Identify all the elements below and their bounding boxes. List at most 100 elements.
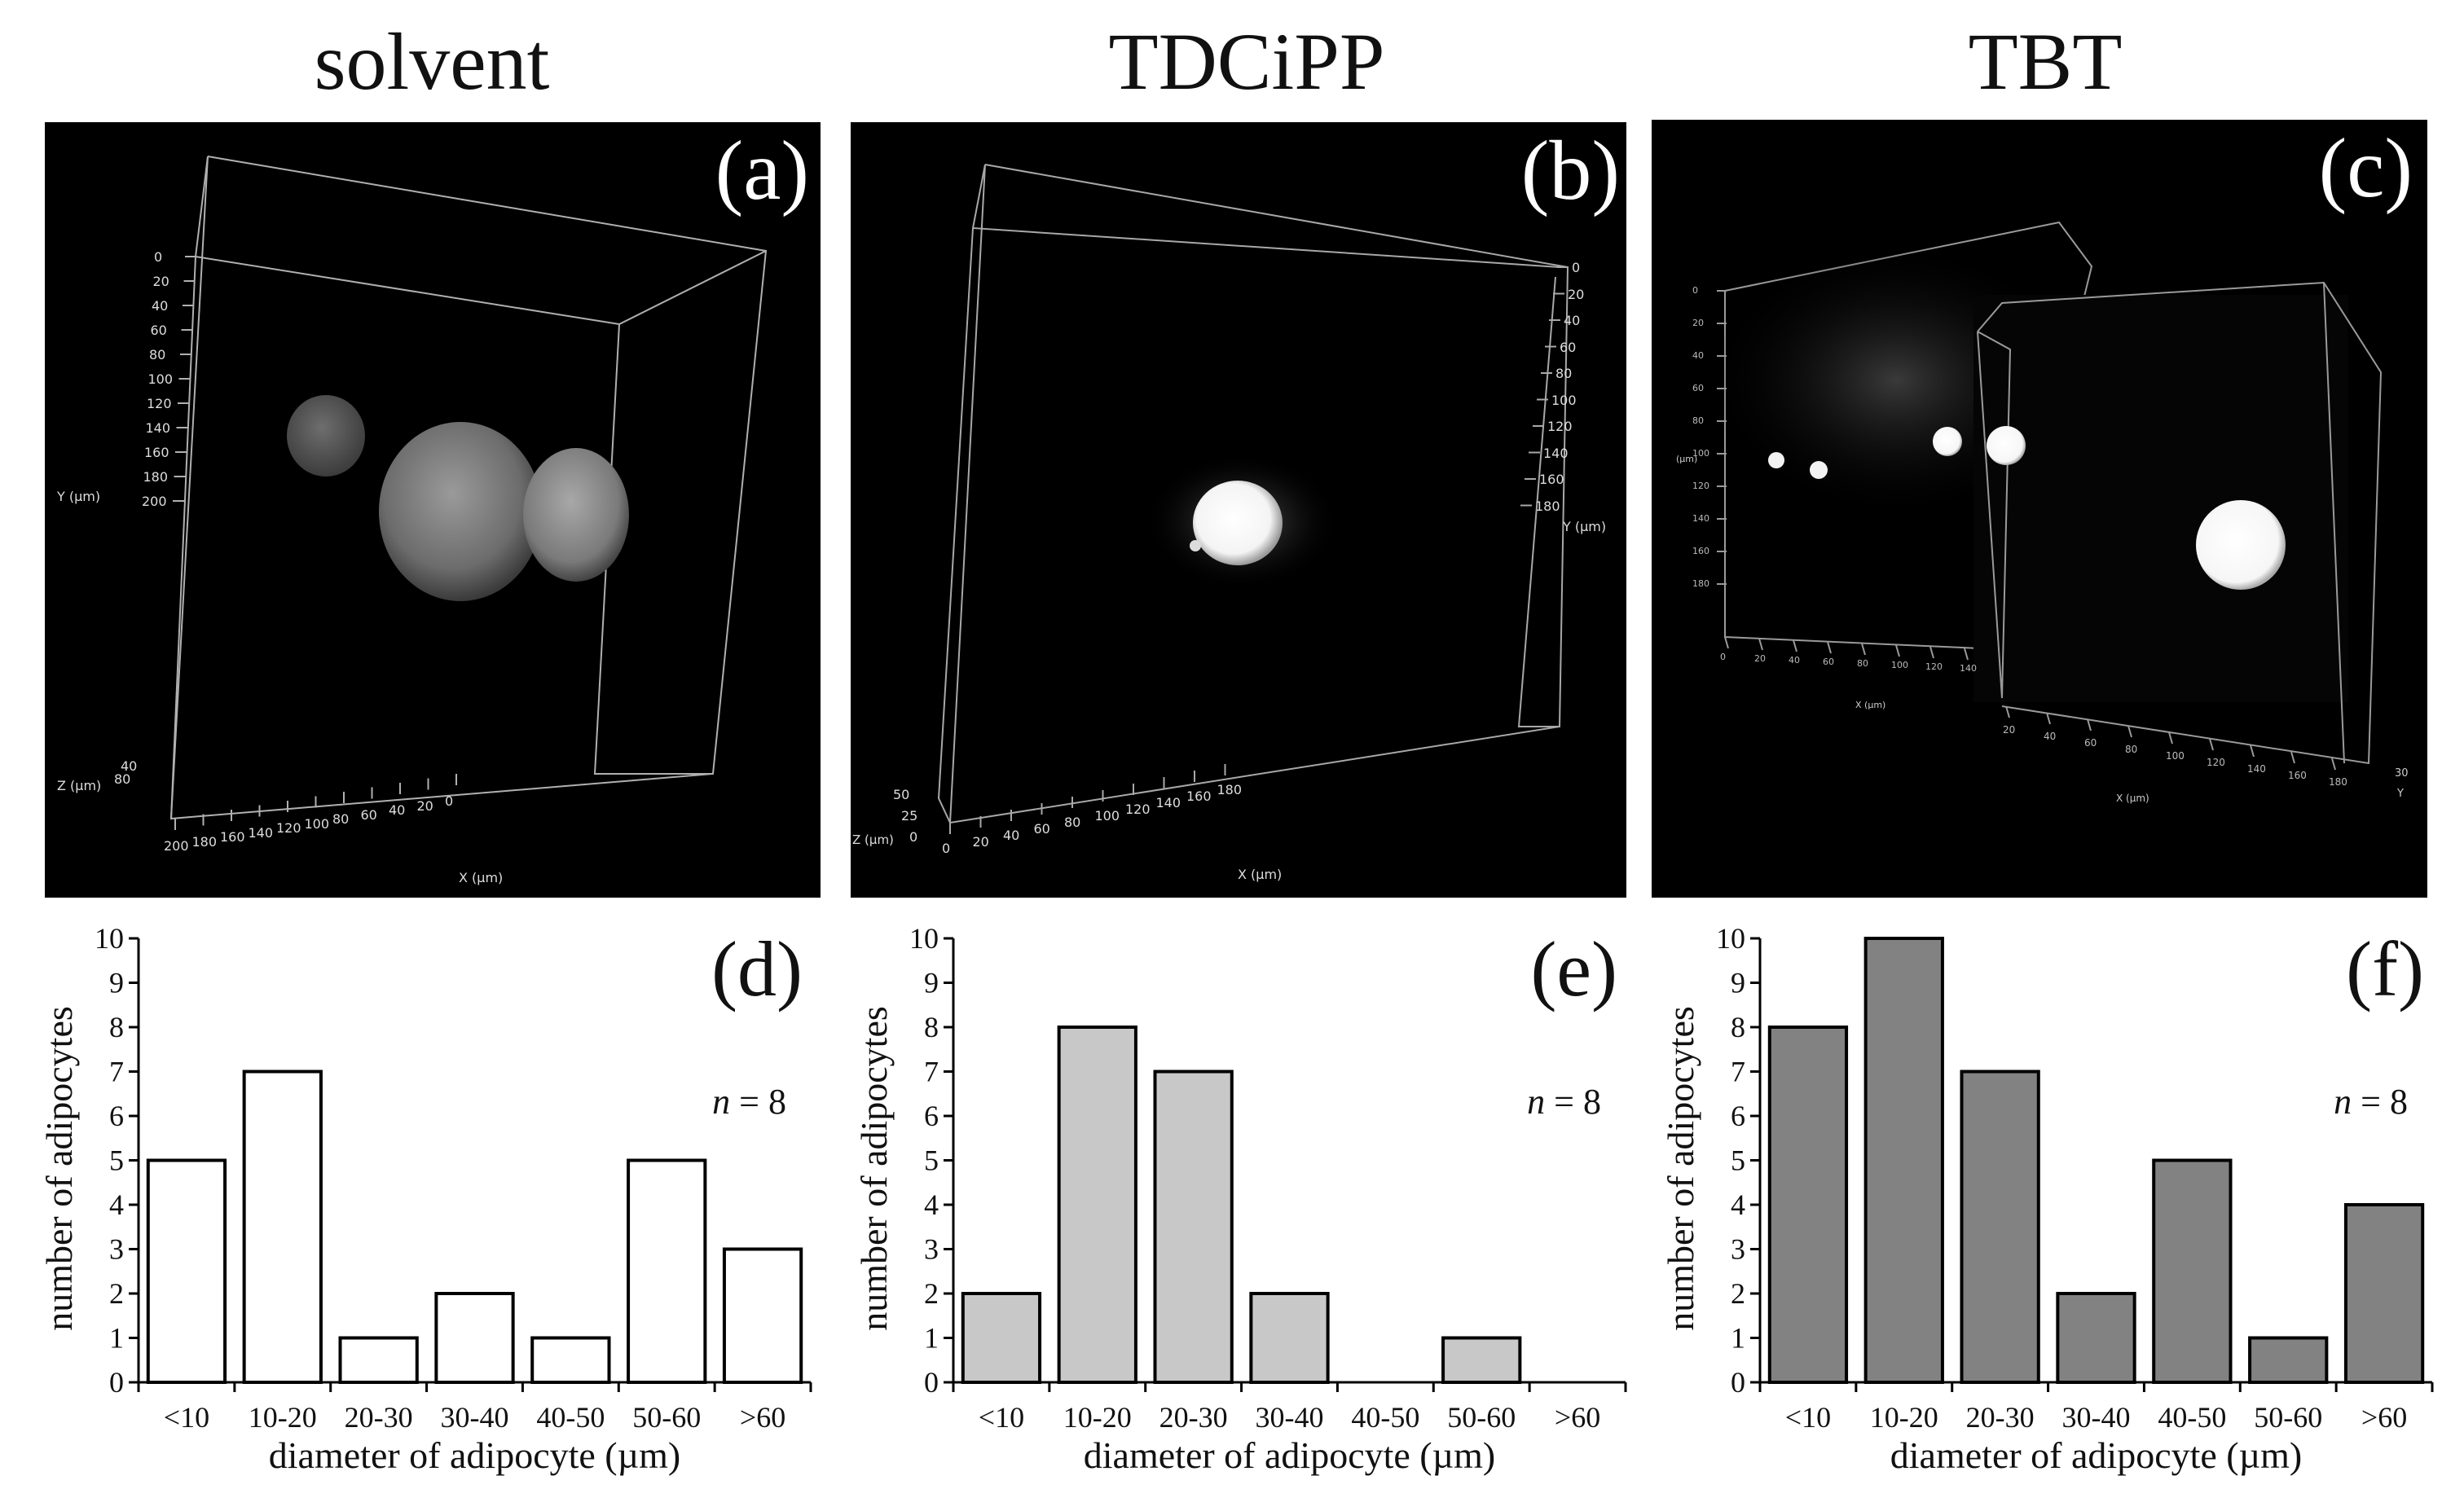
y-tick-label-c: 120 (1692, 481, 1709, 491)
y-tick-label: 10 (95, 922, 124, 955)
y-tick-label: 5 (1731, 1144, 1745, 1177)
panel-label: (d) (711, 925, 803, 1012)
y-tick-label: 8 (1731, 1011, 1745, 1043)
x-tick-c (1929, 646, 1934, 659)
y-tick-label: 9 (1731, 967, 1745, 999)
y-tick-label-b: 40 (1564, 313, 1581, 328)
sample-size-value: = 8 (730, 1082, 786, 1122)
y-tick-label-b: 0 (1572, 260, 1581, 275)
y-tick-label: 7 (924, 1056, 939, 1088)
x-tick-label-a: 80 (332, 811, 350, 827)
y-tick-label: 4 (1731, 1188, 1745, 1221)
x-axis-title: diameter of adipocyte (µm) (1084, 1434, 1495, 1476)
x2-tick-c (2127, 725, 2132, 738)
sample-size-symbol: n (2334, 1082, 2352, 1122)
y-tick-label-b: 160 (1539, 472, 1564, 487)
x-tick-label: <10 (979, 1401, 1024, 1434)
x-tick-label-a: 60 (360, 806, 377, 823)
y-tick-label: 6 (924, 1100, 939, 1132)
chart-e-svg: 0 1 2 3 4 5 6 7 8 9 10 <10 10-20 20-30 30-40 40-50 50-60… (853, 922, 1627, 1476)
x-tick-label-a: 40 (389, 802, 406, 818)
adipocyte-medium (523, 448, 629, 582)
sample-size-annotation: n = 8 (712, 1082, 786, 1122)
x-tick-label-c: 80 (1857, 658, 1868, 669)
x2-axis-label-c: X (µm) (2116, 793, 2149, 804)
y-tick-label: 5 (924, 1144, 939, 1177)
micrograph-a-svg (169, 156, 768, 830)
y-tick-label: 8 (109, 1011, 124, 1043)
x-tick-label-a: 0 (445, 793, 454, 809)
bar-40-50 (530, 1336, 611, 1384)
y-tick-label: 0 (109, 1366, 124, 1399)
bar-20-30 (1153, 1070, 1234, 1384)
x-tick-label-c: 20 (1754, 653, 1766, 664)
x-tick-label-c: 0 (1720, 652, 1726, 662)
x-tick-label: <10 (1785, 1401, 1831, 1434)
panel-label: (f) (2346, 925, 2424, 1012)
x-tick-label: 10-20 (1063, 1401, 1132, 1434)
x-tick-c (1724, 636, 1729, 649)
x-tick-c (1758, 638, 1763, 651)
z-tick-label-a: 80 (114, 771, 131, 787)
x-tick-label: 50-60 (1447, 1401, 1516, 1434)
x-tick-label: 50-60 (632, 1401, 701, 1434)
x-axis-label-b: X (µm) (1238, 867, 1283, 882)
y-tick-label-a: 200 (142, 494, 167, 509)
y-tick-label: 1 (109, 1322, 124, 1355)
y-tick-label: 1 (1731, 1322, 1745, 1355)
x2-tick-c (2290, 751, 2295, 764)
y-tick-label: 3 (924, 1233, 939, 1266)
bar-20-30 (338, 1336, 419, 1384)
chart-solvent: 0 1 2 3 4 5 6 7 8 9 10 <10 10-20 20-30 30-40 40-50 50-60… (0, 904, 823, 1511)
x-tick-label-a: 200 (164, 838, 189, 854)
y-axis-title: number of adipocytes (1660, 1006, 1701, 1331)
bar-30-40 (2056, 1292, 2136, 1384)
x-tick-label-a: 180 (191, 833, 218, 850)
bar->60 (2343, 1203, 2425, 1384)
y-tick-label: 3 (1731, 1233, 1745, 1266)
title-tdcipp: TDCiPP (1108, 16, 1385, 107)
z-axis-label-a: Z (µm) (57, 778, 102, 793)
y-tick-label-a: 120 (147, 396, 172, 411)
bar-30-40 (434, 1292, 515, 1384)
micrograph-tbt: (µm) X (µm) X (µm) Y 30 0 20 40 60 80 100 120 1… (1652, 120, 2427, 898)
y-tick-label-c: 140 (1692, 513, 1709, 524)
sample-size-annotation: n = 8 (1527, 1082, 1601, 1122)
y-tick-label-b: 20 (1568, 286, 1585, 302)
y-tick-label: 2 (109, 1277, 124, 1310)
y-tick-label: 9 (109, 967, 124, 999)
bar-40-50 (2152, 1158, 2233, 1384)
bar-50-60 (627, 1158, 707, 1384)
z-tick-label-b: 50 (893, 787, 910, 802)
z-tick-label-a: 40 (121, 758, 138, 774)
y-tick-label-c: 0 (1692, 285, 1698, 296)
adipocyte-c4 (1987, 426, 2026, 465)
x2-tick-label-c: 160 (2288, 770, 2307, 781)
y-tick-label: 4 (924, 1188, 939, 1221)
x2-tick-label-c: 40 (2044, 731, 2057, 742)
bar-10-20 (1057, 1026, 1137, 1384)
x-tick-c (1861, 643, 1866, 656)
bar-<10 (961, 1292, 1042, 1384)
x-tick-label: 30-40 (2062, 1401, 2131, 1434)
x-tick-label-a: 140 (248, 824, 274, 841)
micrograph-tdcipp: Y (µm) Z (µm) X (µm) 0 20 40 60 80 100 120 140 1… (851, 122, 1626, 898)
x2-tick-label-c: 100 (2166, 750, 2185, 762)
y-tick-label-c: 40 (1692, 350, 1704, 361)
x-tick-label: 20-30 (1159, 1401, 1228, 1434)
y-tick-label-a: 140 (145, 420, 171, 436)
x-tick-label: >60 (1555, 1401, 1600, 1434)
y-tick-label: 0 (924, 1366, 939, 1399)
x-tick-label-b: 160 (1186, 788, 1212, 804)
x-tick-c (1895, 644, 1900, 657)
x-tick-label-c: 120 (1925, 661, 1943, 672)
sample-size-value: = 8 (2352, 1082, 2408, 1122)
x-tick-label-b: 60 (1033, 821, 1050, 837)
adipocyte-tiny (1190, 540, 1201, 551)
y-tick-label-b: 120 (1547, 419, 1573, 434)
title-tbt: TBT (1968, 16, 2123, 107)
bar-<10 (146, 1158, 227, 1384)
y2-tick-c: 30 (2395, 767, 2409, 780)
x-tick-label-a: 100 (304, 815, 330, 832)
x2-tick-label-c: 140 (2247, 763, 2266, 775)
